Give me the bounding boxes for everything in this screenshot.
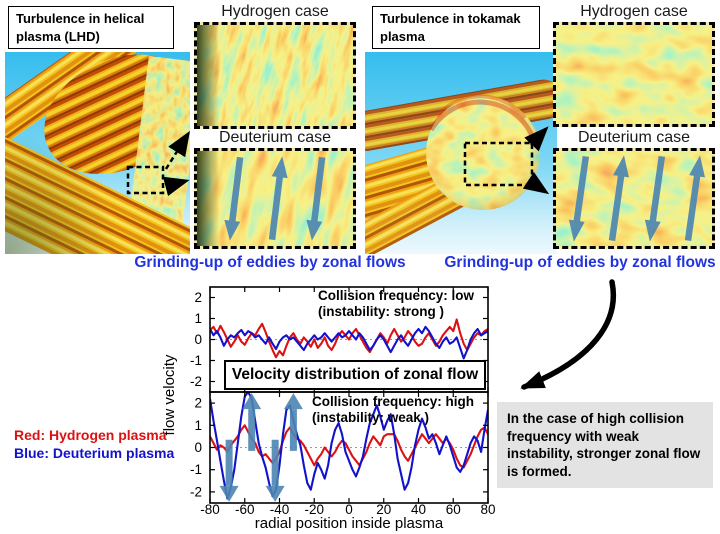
- zonal-arrow-head: [283, 393, 303, 410]
- zonal-arrow-head: [219, 485, 239, 502]
- legend: Red: Hydrogen plasma Blue: Deuterium pla…: [14, 427, 174, 462]
- lhd-hydrogen-turbulence-panel: [194, 22, 356, 129]
- zonal-flow-arrows: [224, 156, 326, 241]
- annotation-line: (instability: strong ): [318, 303, 444, 319]
- zonal-flow-arrows: [568, 155, 705, 242]
- x-tick-label: 0: [345, 502, 353, 517]
- y-tick-label: -1: [190, 353, 202, 368]
- tokamak-title-box: Turbulence in tokamak plasma: [372, 6, 540, 50]
- annotation-line: (instability: weak ): [312, 409, 430, 425]
- series-line: [210, 325, 488, 360]
- chart-title-box: Velocity distribution of zonal flow: [224, 360, 486, 390]
- x-axis-label: radial position inside plasma: [254, 515, 444, 532]
- tokamak-caption: Grinding-up of eddies by zonal flows: [444, 254, 716, 271]
- zonal-arrow-head: [265, 485, 285, 502]
- y-tick-label: 1: [194, 418, 202, 433]
- chart-zonal-arrows: [219, 393, 303, 502]
- series-line: [210, 424, 488, 469]
- annotation-collision-high: Collision frequency: high (instability: …: [312, 394, 490, 426]
- x-tick-label: -20: [304, 502, 324, 517]
- annotation-line: Collision frequency: high: [312, 394, 475, 409]
- annotation-line: Collision frequency: low: [318, 288, 475, 303]
- series-line: [210, 318, 488, 359]
- x-tick-label: -40: [270, 502, 290, 517]
- lhd-caption: Grinding-up of eddies by zonal flows: [134, 254, 406, 271]
- tokamak-deuterium-case-title: Deuterium case: [577, 129, 691, 146]
- y-tick-label: 0: [194, 332, 202, 347]
- tokamak-hydrogen-turbulence-panel: [553, 22, 715, 127]
- x-tick-label: 40: [411, 502, 426, 517]
- zonal-flow-chart: 2 1 0 -1 -2 2 1 0 -1 -2 -80 -60 -40 -20 0 20 40 60 80: [190, 286, 496, 517]
- tokamak-hydrogen-case-title: Hydrogen case: [580, 3, 688, 20]
- tokamak-plasma-visualization: [365, 52, 557, 254]
- y-tick-label: -1: [190, 462, 202, 477]
- lhd-title-box: Turbulence in helical plasma (LHD): [8, 6, 174, 50]
- series-group: [210, 392, 488, 500]
- x-tick-label: 80: [480, 502, 495, 517]
- x-tick-label: -80: [200, 502, 220, 517]
- series-line: [210, 392, 488, 500]
- y-tick-label: 2: [194, 290, 202, 305]
- legend-deuterium-label: Blue: Deuterium plasma: [14, 444, 175, 461]
- annotation-collision-low: Collision frequency: low (instability: s…: [318, 288, 490, 320]
- series-group: [210, 318, 488, 360]
- turbulence-image: [556, 25, 712, 124]
- y-tick-label: 2: [194, 396, 202, 411]
- lhd-deuterium-turbulence-panel: [194, 148, 356, 249]
- turbulence-image: [197, 151, 353, 246]
- turbulence-image: [197, 25, 353, 126]
- lhd-plasma-visualization: [5, 52, 190, 254]
- note-box: In the case of high collision frequency …: [497, 402, 713, 489]
- zonal-arrow-head: [242, 393, 262, 410]
- x-tick-label: 20: [376, 502, 391, 517]
- tokamak-title: Turbulence in tokamak plasma: [380, 11, 521, 44]
- turbulence-image: [556, 151, 712, 246]
- tokamak-deuterium-turbulence-panel: [553, 148, 715, 249]
- lhd-title: Turbulence in helical plasma (LHD): [16, 11, 145, 44]
- x-tick-label: 60: [446, 502, 461, 517]
- y-tick-label: -2: [190, 374, 202, 389]
- legend-hydrogen-label: Red: Hydrogen plasma: [14, 427, 167, 443]
- lhd-hydrogen-case-title: Hydrogen case: [221, 3, 329, 20]
- curved-arrow-to-chart: [520, 279, 616, 390]
- lhd-deuterium-case-title: Deuterium case: [218, 129, 332, 146]
- x-tick-label: -60: [235, 502, 255, 517]
- y-tick-label: 0: [194, 440, 202, 455]
- y-tick-label: -2: [190, 484, 202, 499]
- y-tick-label: 1: [194, 311, 202, 326]
